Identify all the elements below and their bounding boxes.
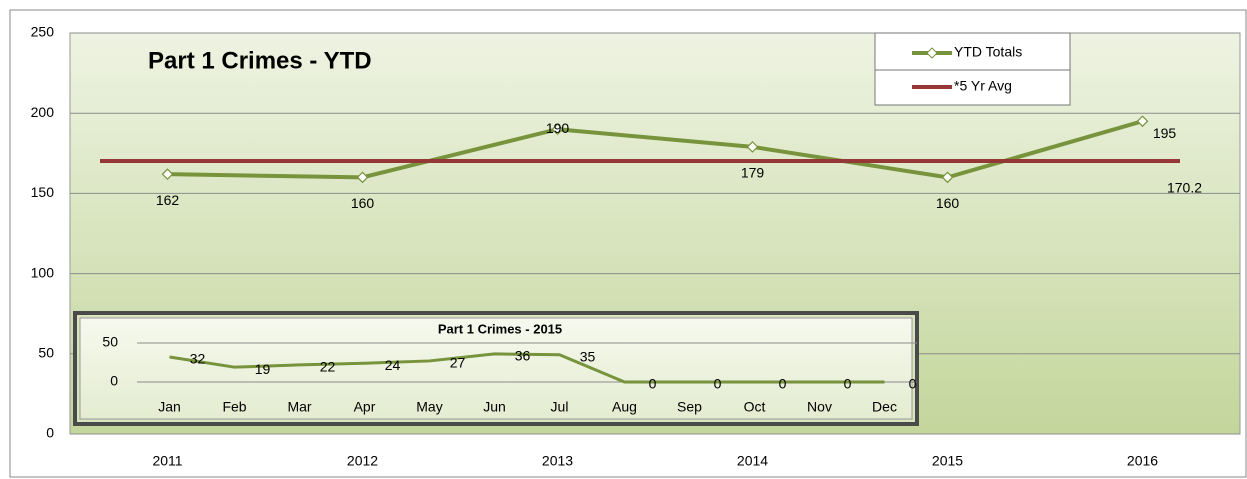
legend-marker	[926, 47, 938, 59]
series-line	[169, 352, 885, 384]
series-line	[167, 119, 1144, 180]
data-label: 27	[450, 355, 466, 371]
x-tick-label: Dec	[872, 399, 897, 415]
data-label: 35	[580, 348, 596, 364]
y-tick-label: 200	[31, 104, 55, 120]
data-label: 0	[844, 376, 852, 392]
x-tick-label: Feb	[222, 399, 246, 415]
inset-area	[79, 317, 913, 420]
chart-title: Part 1 Crimes - 2015	[438, 321, 562, 336]
y-tick-label: 0	[110, 373, 118, 389]
legend-label: *5 Yr Avg	[954, 78, 1012, 94]
inset-chart: 0 50 Jan Feb Mar Apr May Jun Jul Aug Sep Oct Nov Dec P…	[102, 321, 917, 415]
x-tick-label: Apr	[354, 399, 376, 415]
x-tick-label: Jun	[483, 399, 506, 415]
chart-title: Part 1 Crimes - YTD	[148, 47, 372, 74]
x-tick-label: Mar	[287, 399, 311, 415]
x-tick-label: Sep	[677, 399, 702, 415]
point-marker	[1136, 115, 1149, 128]
data-label: 179	[741, 165, 765, 181]
point-marker	[551, 123, 564, 136]
legend-box	[874, 32, 1071, 106]
x-tick-label: Aug	[612, 399, 637, 415]
x-tick-label: Jan	[158, 399, 181, 415]
x-tick-label: 2013	[542, 453, 573, 469]
legend-label: YTD Totals	[954, 44, 1022, 60]
y-tick-label: 150	[31, 184, 55, 200]
data-label: 195	[1153, 125, 1177, 141]
data-label: 162	[156, 192, 180, 208]
point-marker	[746, 141, 759, 153]
data-label: 36	[515, 348, 531, 364]
x-tick-label: 2016	[1127, 453, 1158, 469]
data-label: 0	[779, 376, 787, 392]
data-label: 160	[936, 195, 960, 211]
y-tick-label: 0	[46, 425, 54, 441]
data-label: 0	[714, 376, 722, 392]
data-label: 170.2	[1167, 180, 1202, 196]
data-label: 0	[909, 376, 917, 392]
data-label: 0	[649, 376, 657, 392]
x-tick-label: May	[416, 399, 442, 415]
data-label: 22	[320, 359, 336, 375]
point-marker	[161, 168, 174, 181]
x-tick-label: 2015	[932, 453, 963, 469]
x-tick-label: 2011	[152, 453, 182, 469]
data-label: 190	[546, 120, 570, 136]
x-tick-label: 2014	[737, 453, 768, 469]
x-tick-label: Oct	[744, 399, 766, 415]
point-marker	[356, 171, 369, 184]
y-tick-label: 250	[31, 24, 55, 40]
y-tick-label: 100	[31, 264, 55, 280]
main-chart: 0 50 100 150 200 250 2011 2012 2013 2014 2015 2016 P…	[31, 24, 1240, 469]
data-label: 160	[351, 195, 375, 211]
x-tick-label: Nov	[807, 399, 832, 415]
x-tick-label: Jul	[551, 399, 569, 415]
point-marker	[941, 171, 954, 184]
data-label: 32	[190, 351, 206, 367]
data-label: 24	[385, 357, 401, 373]
y-tick-label: 50	[102, 334, 118, 350]
x-tick-label: 2012	[347, 453, 378, 469]
y-tick-label: 50	[38, 345, 54, 361]
data-label: 19	[255, 361, 271, 377]
